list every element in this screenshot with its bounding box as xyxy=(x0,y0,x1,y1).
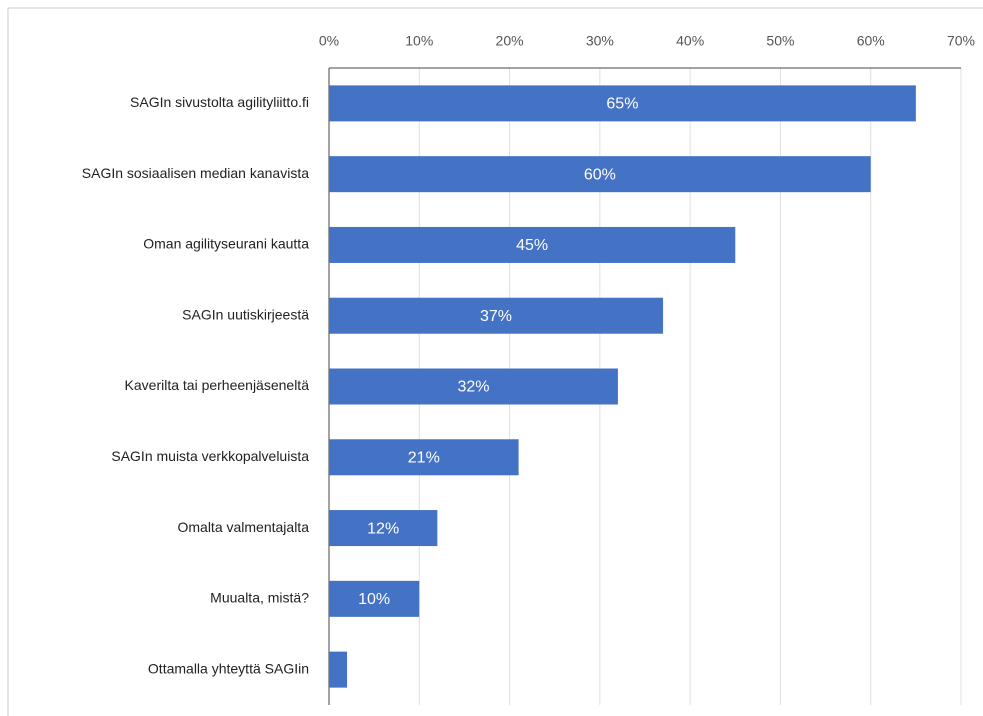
y-tick-label: Kaverilta tai perheenjäseneltä xyxy=(125,377,310,393)
data-label: 60% xyxy=(584,166,616,183)
data-label: 10% xyxy=(358,591,390,608)
data-label: 65% xyxy=(606,96,638,113)
bar xyxy=(329,580,420,617)
bar xyxy=(329,85,916,122)
bar xyxy=(329,226,736,263)
y-tick-label: Ottamalla yhteyttä SAGIin xyxy=(148,660,309,676)
y-tick-label: Omalta valmentajalta xyxy=(177,519,309,535)
bar xyxy=(329,297,664,334)
bar xyxy=(329,510,438,547)
x-tick-label: 30% xyxy=(586,33,614,49)
data-label: 32% xyxy=(457,379,489,396)
data-label: 12% xyxy=(367,520,399,537)
y-tick-label: Muualta, mistä? xyxy=(210,590,309,606)
y-tick-label: SAGIn sivustolta agilityliitto.fi xyxy=(130,94,309,110)
data-label: 21% xyxy=(408,449,440,466)
bar xyxy=(329,156,871,193)
y-tick-label: Oman agilityseurani kautta xyxy=(143,236,309,252)
x-tick-label: 70% xyxy=(947,33,975,49)
x-tick-label: 40% xyxy=(676,33,704,49)
x-tick-label: 60% xyxy=(857,33,885,49)
bar xyxy=(329,439,519,476)
y-tick-label: SAGIn muista verkkopalveluista xyxy=(111,448,309,464)
x-tick-label: 20% xyxy=(496,33,524,49)
x-tick-label: 0% xyxy=(319,33,339,49)
data-label: 45% xyxy=(516,237,548,254)
x-tick-label: 10% xyxy=(405,33,433,49)
x-tick-label: 50% xyxy=(766,33,794,49)
data-label: 37% xyxy=(480,308,512,325)
y-tick-label: SAGIn uutiskirjeestä xyxy=(182,306,309,322)
bar xyxy=(329,368,618,405)
bar xyxy=(329,651,348,688)
y-tick-label: SAGIn sosiaalisen median kanavista xyxy=(82,165,309,181)
